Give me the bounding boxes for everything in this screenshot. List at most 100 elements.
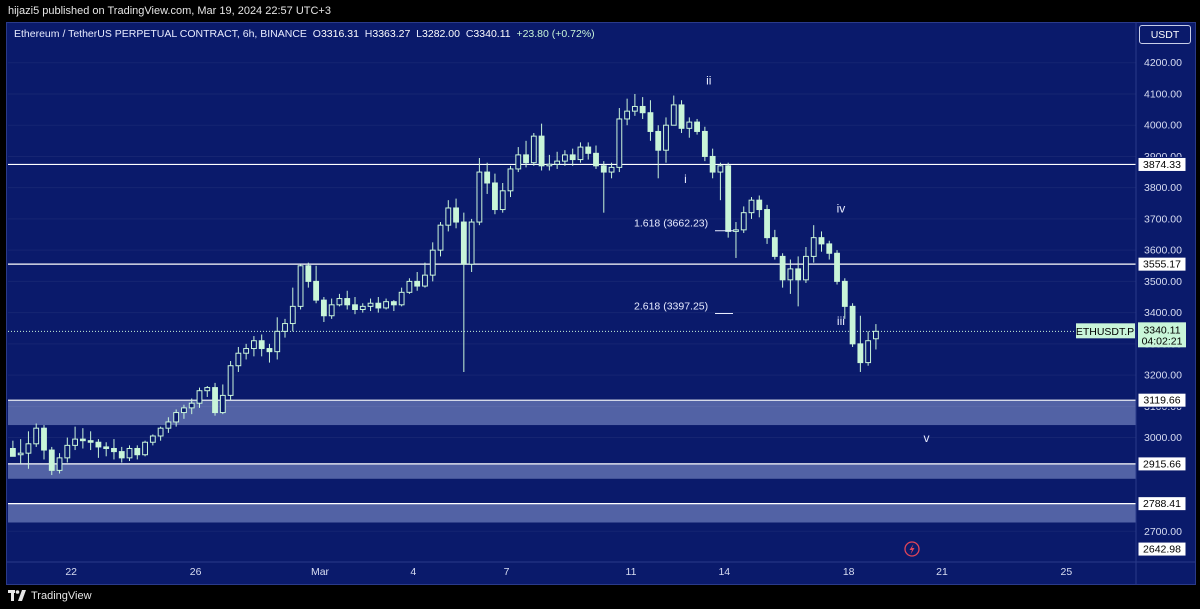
candle — [701, 126, 708, 162]
candle-body — [764, 209, 770, 239]
candle — [577, 142, 584, 163]
candle — [608, 162, 615, 179]
y-tick-label: 4100.00 — [1144, 88, 1182, 100]
wave-label: ii — [706, 74, 711, 88]
candle — [165, 417, 172, 433]
fib-label: 2.618 (3397.25) — [634, 300, 708, 312]
candle-body — [414, 280, 421, 287]
time-axis[interactable]: 22 26 Mar 4 7 11 14 18 21 25 — [6, 561, 1196, 578]
candle — [709, 148, 716, 179]
candle — [352, 297, 358, 315]
candle — [670, 95, 677, 126]
candle-body — [585, 146, 592, 154]
candle — [733, 222, 739, 258]
level-price-box — [1137, 256, 1187, 272]
candle — [795, 256, 802, 307]
candle-body — [235, 352, 242, 367]
x-tick-label: 18 — [843, 566, 855, 578]
candle — [655, 125, 662, 179]
candle — [79, 428, 86, 449]
candle-body — [849, 305, 856, 345]
current-price-box — [1138, 322, 1186, 348]
symbol-tag-box — [1076, 323, 1135, 339]
x-tick-label: Mar — [311, 566, 330, 578]
candle-body — [492, 182, 498, 211]
candle-body — [79, 438, 86, 442]
candle — [468, 218, 475, 273]
candle-body — [445, 207, 452, 226]
tradingview-logo[interactable]: TradingView — [8, 590, 92, 602]
candle — [694, 118, 700, 135]
candle-body — [515, 154, 522, 170]
candle-body — [460, 221, 467, 265]
y-tick-label: 4200.00 — [1144, 57, 1182, 69]
candle-body — [562, 154, 568, 162]
candle — [157, 426, 164, 441]
candle — [41, 425, 47, 460]
candle-body — [429, 249, 436, 276]
candle-body — [181, 407, 187, 414]
candle — [48, 446, 55, 476]
publish-header: hijazi5 published on TradingView.com, Ma… — [0, 0, 1200, 22]
candle — [686, 117, 693, 138]
candle-body — [468, 221, 475, 265]
candle-body — [670, 104, 677, 126]
candle-body — [25, 443, 32, 454]
y-tick-label: 3200.00 — [1144, 370, 1182, 382]
candle — [748, 197, 755, 219]
chart-pane[interactable] — [6, 22, 1196, 585]
candle — [103, 442, 110, 457]
candle — [857, 315, 864, 372]
y-tick-label: 3600.00 — [1144, 245, 1182, 257]
candle — [530, 133, 537, 166]
candle — [173, 409, 180, 427]
candle — [585, 142, 592, 160]
price-axis[interactable]: 2700.003000.003100.003200.003300.003400.… — [1076, 23, 1187, 585]
candle-body — [655, 130, 662, 151]
chart-icons — [904, 541, 920, 557]
candle — [142, 440, 148, 457]
candle — [810, 225, 817, 263]
y-tick-label: 3800.00 — [1144, 182, 1182, 194]
low-value: 3282.00 — [422, 28, 460, 40]
current-price-label: 3340.11 — [1143, 324, 1180, 336]
candle-body — [320, 299, 327, 317]
candle — [616, 108, 623, 173]
candle-body — [756, 199, 763, 211]
candle — [849, 303, 856, 347]
candle-body — [779, 255, 786, 281]
candle-body — [336, 298, 343, 306]
candle-body — [647, 112, 654, 132]
publish-info: hijazi5 published on TradingView.com, Ma… — [8, 5, 331, 17]
candle-body — [406, 280, 413, 293]
candle — [873, 324, 879, 350]
candle-body — [616, 118, 623, 168]
candle-body — [803, 255, 809, 281]
candle — [523, 140, 529, 168]
candle-body — [624, 110, 631, 120]
candle — [243, 343, 250, 360]
candle — [453, 198, 459, 229]
tradingview-logo-icon — [8, 590, 26, 601]
y-tick-label: 3000.00 — [1144, 432, 1182, 444]
candle — [756, 195, 763, 218]
candle-body — [17, 452, 24, 456]
candle — [492, 173, 498, 215]
level-price-label: 3555.17 — [1143, 259, 1181, 271]
y-tick-label: 2700.00 — [1144, 526, 1182, 538]
candle-body — [523, 154, 529, 164]
candle-body — [663, 124, 669, 151]
level-price-box — [1137, 456, 1187, 472]
candle-body — [453, 207, 459, 223]
level-price-label: 3874.33 — [1143, 159, 1181, 171]
candle-body — [709, 155, 716, 173]
footer-bar — [0, 585, 1200, 609]
zone-1 — [8, 463, 1136, 479]
zone-0 — [8, 400, 1136, 426]
symbol-title[interactable]: Ethereum / TetherUS PERPETUAL CONTRACT, … — [14, 28, 307, 40]
candle — [17, 439, 24, 465]
candle-body — [857, 343, 864, 364]
currency-button[interactable]: USDT — [1139, 25, 1191, 44]
candle-body — [678, 104, 685, 129]
